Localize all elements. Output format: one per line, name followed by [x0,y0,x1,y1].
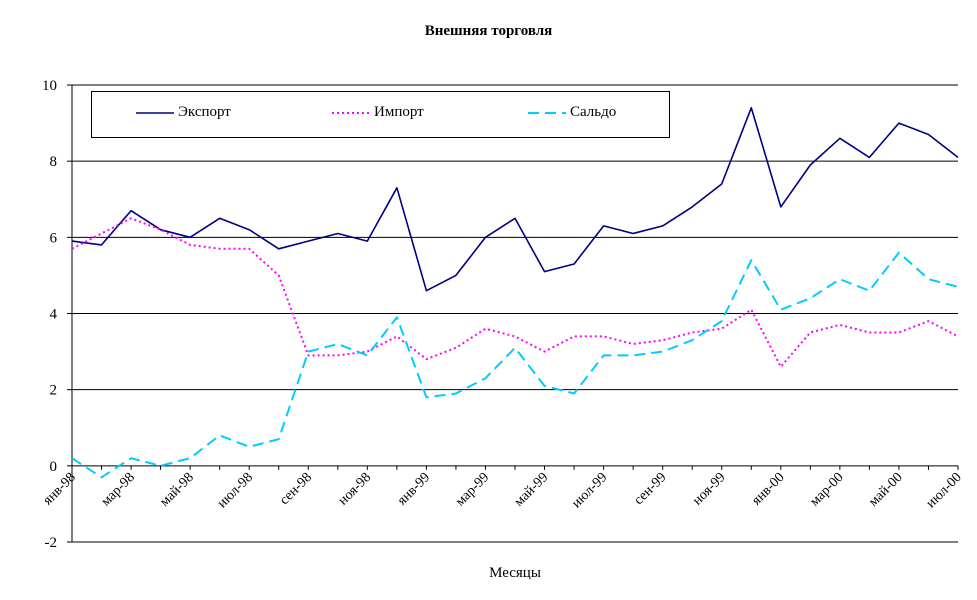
y-tick-label: 8 [50,154,58,170]
x-tick-label: май-00 [866,470,906,510]
x-tick-label: ноя-99 [690,470,728,508]
chart-title: Внешняя торговля [424,23,553,39]
x-tick-label: июл-00 [924,470,965,511]
x-tick-label: май-98 [157,470,197,510]
y-tick-label: -2 [45,535,58,551]
axes [67,84,959,543]
y-tick-label: 0 [50,459,58,475]
y-tick-label: 2 [50,383,58,399]
y-tick-label: 10 [42,78,57,94]
x-axis-label: Месяцы [489,565,541,581]
legend: Экспорт Импорт Сальдо [91,91,670,138]
legend-swatch-import [332,112,370,114]
x-tick-label: июл-98 [215,470,256,511]
x-tick-label: май-99 [512,470,552,510]
x-tick-label: янв-99 [395,470,433,508]
legend-label-balance: Сальдо [570,104,617,120]
y-tick-labels: -2 0 2 4 6 8 10 [42,78,58,551]
x-tick-label: июл-99 [569,470,610,511]
y-tick-label: 6 [50,230,58,246]
y-tick-label: 4 [50,307,58,323]
x-tick-label: сен-99 [631,470,669,508]
x-tick-label: янв-00 [749,470,787,508]
legend-label-import: Импорт [374,104,424,120]
grid-lines [72,84,958,543]
x-tick-labels: янв-98 мар-98 май-98 июл-98 сен-98 ноя-98 янв-… [40,470,964,511]
x-tick-label: мар-99 [453,470,492,509]
legend-label-export: Экспорт [178,104,231,120]
legend-swatch-export [136,112,174,114]
series-line-balance [71,251,959,479]
x-tick-label: янв-98 [40,470,78,508]
x-tick-label: ноя-98 [336,470,374,508]
legend-swatch-balance [528,112,566,114]
series-line-import [71,217,959,368]
series-line-export [71,107,959,292]
x-tick-label: мар-00 [807,470,846,509]
x-tick-label: сен-98 [277,470,315,508]
series-lines [71,107,959,479]
